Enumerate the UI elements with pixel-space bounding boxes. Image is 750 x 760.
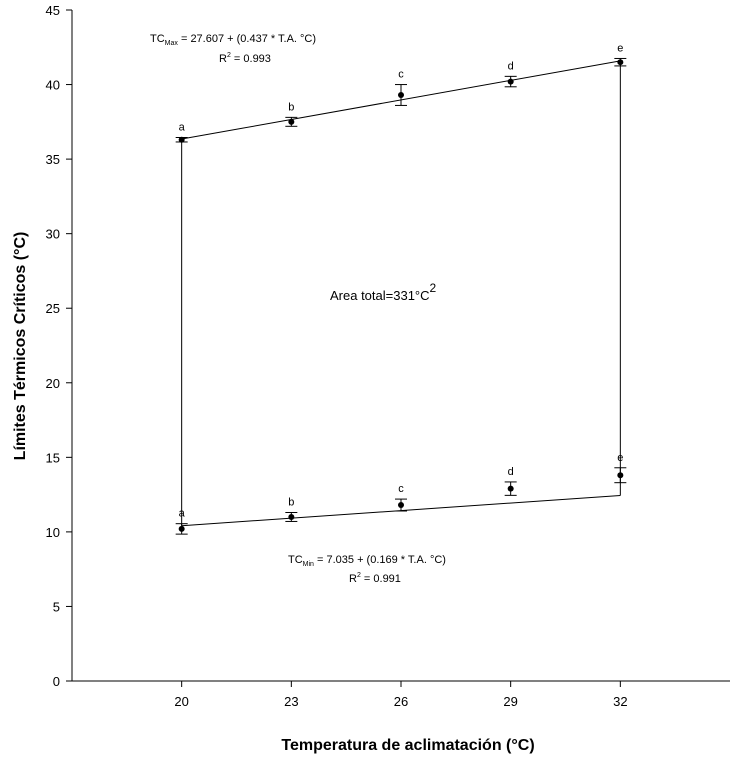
x-tick-label: 20	[174, 694, 188, 709]
y-tick-label: 35	[46, 152, 60, 167]
min-point	[288, 513, 295, 520]
min-equation: TCMin = 7.035 + (0.169 * T.A. °C)	[288, 554, 446, 568]
max-r-squared: R2 = 0.993	[219, 52, 271, 65]
y-tick-label: 5	[53, 599, 60, 614]
max-point	[398, 91, 404, 98]
max-point	[288, 118, 295, 125]
min-point	[507, 485, 514, 492]
y-tick-label: 15	[46, 450, 60, 465]
max-significance-letter: b	[288, 101, 294, 113]
data-marks: a b c d e a b c d e	[175, 42, 627, 535]
area-annotation: Area total=331°C2	[330, 281, 437, 303]
x-tick-label: 29	[503, 694, 517, 709]
y-axis-title: Límites Térmicos Críticos (°C)	[12, 232, 29, 461]
x-axis-title: Temperatura de aclimatación (°C)	[281, 737, 534, 754]
y-tick-label: 25	[46, 301, 60, 316]
y-tick-label: 45	[46, 3, 60, 18]
max-significance-letter: a	[179, 121, 186, 133]
max-significance-letter: c	[398, 69, 404, 81]
x-tick-label: 23	[284, 694, 298, 709]
x-tick-label: 26	[394, 694, 408, 709]
min-significance-letter: b	[288, 497, 294, 509]
min-point	[398, 502, 404, 509]
min-significance-letter: e	[617, 452, 623, 464]
max-point	[617, 59, 624, 66]
min-significance-letter: d	[508, 466, 514, 478]
max-point	[507, 78, 514, 85]
y-tick-label: 20	[46, 376, 60, 391]
y-tick-label: 0	[53, 674, 60, 689]
min-significance-letter: a	[179, 508, 186, 520]
area-bounds	[181, 60, 621, 526]
y-tick-label: 40	[46, 78, 60, 93]
max-significance-letter: e	[617, 42, 623, 54]
min-significance-letter: c	[398, 483, 404, 495]
max-point	[178, 136, 185, 143]
axes: 0 5 10 15 20 25 30 35 40 45 20 23 26 29 32	[46, 3, 730, 709]
min-point	[178, 525, 185, 532]
x-tick-label: 32	[613, 694, 627, 709]
max-equation: TCMax = 27.607 + (0.437 * T.A. °C)	[150, 33, 316, 47]
min-point	[617, 472, 624, 479]
max-significance-letter: d	[508, 60, 514, 72]
y-tick-label: 10	[46, 525, 60, 540]
y-tick-label: 30	[46, 227, 60, 242]
min-r-squared: R2 = 0.991	[349, 572, 401, 585]
